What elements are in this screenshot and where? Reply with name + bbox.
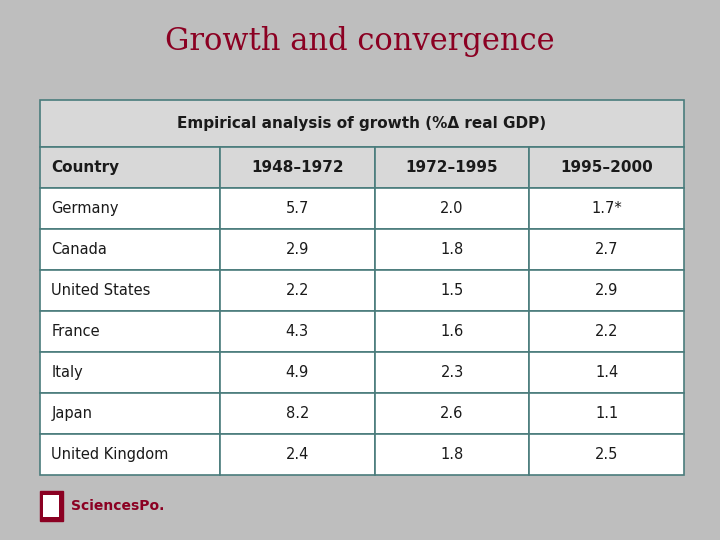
Text: 1.8: 1.8 [441,242,464,257]
Text: 4.3: 4.3 [286,324,309,339]
Bar [529,311,684,352]
Bar [40,270,220,311]
Text: Growth and convergence: Growth and convergence [165,26,555,57]
Bar [220,311,374,352]
Bar [40,352,220,393]
Text: 8.2: 8.2 [286,406,309,421]
Bar [374,393,529,434]
Text: 2.9: 2.9 [595,283,618,298]
Text: 2.6: 2.6 [441,406,464,421]
Text: 1972–1995: 1972–1995 [405,160,498,175]
Bar [40,311,220,352]
Text: 2.5: 2.5 [595,447,618,462]
Text: Germany: Germany [51,201,119,216]
Bar [374,311,529,352]
Text: Japan: Japan [51,406,92,421]
FancyBboxPatch shape [40,491,63,521]
Bar [40,147,220,188]
Bar [374,270,529,311]
Bar [529,188,684,229]
Text: United Kingdom: United Kingdom [51,447,168,462]
Bar [40,434,220,475]
Text: 5.7: 5.7 [286,201,309,216]
Text: 4.9: 4.9 [286,365,309,380]
Bar [220,434,374,475]
Bar [220,393,374,434]
Bar [529,270,684,311]
Bar [529,147,684,188]
Text: Canada: Canada [51,242,107,257]
Bar [529,229,684,270]
Text: 2.2: 2.2 [286,283,309,298]
Bar [529,393,684,434]
Text: 1995–2000: 1995–2000 [560,160,653,175]
Bar [529,352,684,393]
Text: United States: United States [51,283,150,298]
Text: 2.3: 2.3 [441,365,464,380]
Text: SciencesPo.: SciencesPo. [71,500,164,514]
Text: Empirical analysis of growth (%Δ real GDP): Empirical analysis of growth (%Δ real GD… [177,116,546,131]
Bar [529,434,684,475]
FancyBboxPatch shape [43,495,59,517]
Text: Country: Country [51,160,120,175]
Text: 1.7*: 1.7* [591,201,622,216]
Text: 1.1: 1.1 [595,406,618,421]
Text: 2.7: 2.7 [595,242,618,257]
Text: 1.5: 1.5 [441,283,464,298]
Bar [40,188,220,229]
Text: 2.0: 2.0 [440,201,464,216]
Bar [374,352,529,393]
Bar [40,100,684,147]
Text: 1.4: 1.4 [595,365,618,380]
Bar [374,147,529,188]
Text: 1.6: 1.6 [441,324,464,339]
Text: 2.4: 2.4 [286,447,309,462]
Text: 1.8: 1.8 [441,447,464,462]
Bar [374,434,529,475]
Bar [220,270,374,311]
Bar [374,229,529,270]
Text: 2.2: 2.2 [595,324,618,339]
Text: France: France [51,324,100,339]
Bar [220,229,374,270]
Bar [220,147,374,188]
Bar [220,352,374,393]
Bar [220,188,374,229]
Text: 1948–1972: 1948–1972 [251,160,343,175]
Bar [374,188,529,229]
Text: Italy: Italy [51,365,83,380]
Text: 2.9: 2.9 [286,242,309,257]
Bar [40,229,220,270]
Bar [40,393,220,434]
